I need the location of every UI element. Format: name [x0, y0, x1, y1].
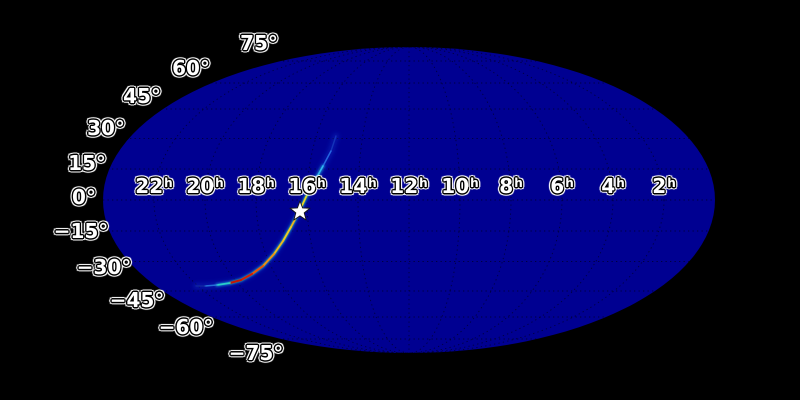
arc-core-segment: [330, 135, 337, 152]
graticule: [103, 47, 715, 353]
arc-core-segment: [262, 253, 275, 267]
arc-core-segment: [204, 284, 218, 287]
arc-core-segment: [305, 183, 314, 198]
graticule-meridian: [255, 47, 563, 353]
graticule-meridian: [153, 47, 665, 353]
graticule-meridian: [357, 47, 461, 353]
arc-core-segment: [216, 282, 231, 286]
arc-core-segment: [273, 240, 284, 255]
localization-arc: [192, 132, 340, 290]
arc-core-segment: [239, 272, 254, 282]
star-marker-icon: [289, 200, 311, 221]
arc-core-segment: [322, 150, 332, 167]
arc-core-segment: [229, 279, 242, 284]
arc-core-segment: [312, 165, 324, 185]
graticule-meridian: [204, 47, 614, 353]
arc-core-segment: [282, 226, 292, 242]
arc-core-segment: [251, 265, 264, 275]
graticule-meridian: [306, 47, 512, 353]
